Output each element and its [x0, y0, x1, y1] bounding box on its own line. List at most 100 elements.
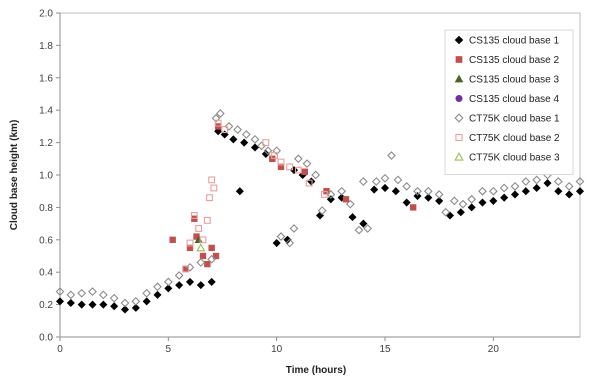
data-point: [186, 244, 194, 252]
data-point: [423, 186, 433, 196]
data-point: [99, 300, 108, 309]
data-point: [285, 238, 295, 248]
x-tick-label: 15: [379, 344, 391, 355]
x-axis: 0 5 10 15 20: [57, 336, 580, 355]
data-point: [185, 277, 195, 286]
data-point: [207, 254, 217, 264]
legend-label: CS135 cloud base 4: [469, 94, 560, 105]
data-point: [413, 186, 422, 196]
series-1: [55, 127, 585, 314]
data-point: [193, 233, 200, 240]
legend-label: CT75K cloud base 2: [469, 133, 560, 144]
y-tick-label: 1.8: [39, 41, 53, 52]
data-point: [553, 177, 563, 186]
data-point: [263, 146, 273, 156]
legend-marker: [455, 56, 463, 63]
y-tick-label: 0.4: [39, 268, 53, 279]
data-point: [413, 192, 422, 201]
data-point: [175, 281, 184, 290]
data-point: [241, 130, 251, 139]
legend-marker: [454, 74, 464, 83]
legend-marker: [454, 113, 464, 123]
data-point: [294, 166, 302, 174]
data-point: [174, 271, 184, 280]
legend-entry: CS135 cloud base 4: [455, 94, 560, 105]
data-point: [196, 243, 206, 252]
data-point: [456, 208, 465, 217]
data-point: [293, 154, 303, 164]
data-point: [565, 190, 574, 199]
data-point: [204, 260, 211, 268]
data-point: [305, 179, 313, 187]
data-point: [359, 219, 368, 228]
legend-label: CT75K cloud base 1: [469, 114, 560, 125]
data-point: [532, 175, 542, 185]
data-point: [302, 159, 312, 169]
legend-label: CS135 cloud base 3: [469, 75, 560, 86]
data-point: [77, 288, 87, 298]
legend-entry: CS135 cloud base 3: [454, 74, 560, 86]
data-point: [510, 181, 520, 191]
data-point: [196, 258, 206, 267]
data-point: [98, 290, 108, 300]
data-point: [543, 179, 552, 188]
data-point: [110, 302, 119, 311]
y-axis-title: Cloud base height (km): [9, 120, 20, 231]
data-point: [289, 224, 299, 233]
data-point: [358, 177, 368, 186]
data-point: [521, 177, 531, 186]
data-point: [182, 265, 190, 273]
legend-entry: CS135 cloud base 2: [455, 55, 560, 66]
data-point: [250, 143, 260, 152]
data-point: [277, 163, 285, 171]
data-point: [221, 126, 229, 134]
data-point: [348, 213, 357, 222]
data-point: [434, 190, 444, 199]
data-point: [326, 195, 335, 204]
data-point: [120, 298, 130, 308]
data-point: [283, 235, 292, 244]
x-axis-title: Time (hours): [286, 365, 346, 376]
data-point: [575, 187, 585, 196]
data-point: [120, 305, 130, 314]
data-point: [208, 244, 215, 252]
data-point: [153, 282, 162, 292]
data-point: [326, 190, 336, 199]
data-point: [142, 288, 152, 298]
legend-marker: [454, 152, 464, 161]
y-tick-label: 2.0: [39, 9, 53, 20]
data-point: [500, 193, 509, 202]
data-point: [370, 185, 379, 194]
data-point: [142, 297, 151, 306]
data-point: [510, 190, 520, 199]
data-point: [554, 187, 563, 196]
data-point: [169, 236, 176, 243]
data-point: [402, 198, 411, 207]
series-layer: [55, 109, 585, 314]
legend-entry: CT75K cloud base 3: [454, 152, 560, 164]
data-point: [207, 277, 216, 286]
data-point: [215, 109, 225, 118]
legend-label: CS135 cloud base 2: [469, 55, 560, 66]
data-point: [233, 125, 243, 135]
data-point: [301, 168, 309, 175]
data-point: [163, 277, 173, 287]
data-point: [564, 181, 574, 191]
y-tick-label: 1.6: [39, 73, 53, 84]
y-tick-label: 0.6: [39, 235, 53, 246]
x-tick-label: 0: [57, 344, 63, 355]
data-point: [272, 146, 282, 156]
data-point: [286, 163, 294, 171]
data-point: [211, 113, 221, 123]
data-point: [131, 303, 140, 312]
data-point: [441, 207, 451, 217]
data-point: [276, 232, 286, 241]
data-point: [109, 293, 119, 303]
data-point: [55, 297, 65, 306]
y-axis: 0.0 0.2 0.4 0.6 0.8 1.0 1.2 1.4 1.6 1.8 2.0: [39, 9, 61, 344]
data-point: [345, 199, 355, 209]
data-point: [499, 183, 509, 193]
y-tick-label: 1.4: [39, 106, 53, 117]
data-point: [478, 186, 487, 196]
legend-entry: CS135 cloud base 1: [454, 36, 560, 47]
